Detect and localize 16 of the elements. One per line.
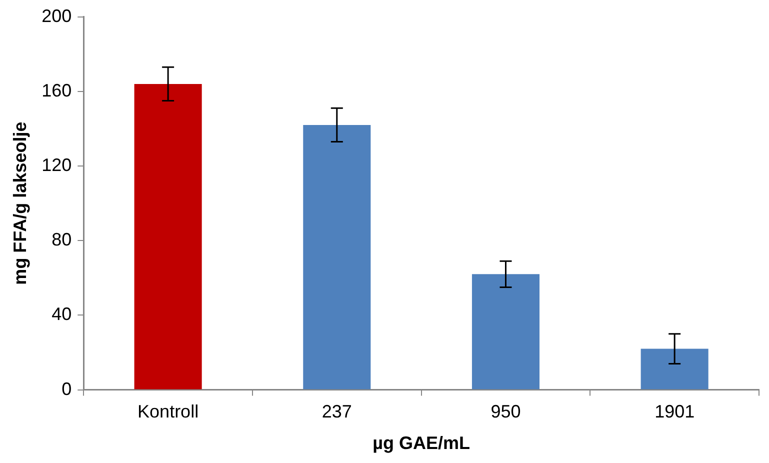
bar	[134, 84, 202, 390]
y-tick-label: 120	[42, 154, 72, 175]
x-tick-label: Kontroll	[138, 402, 199, 422]
x-tick-label: 950	[490, 402, 521, 422]
x-axis-title: µg GAE/mL	[372, 433, 470, 454]
y-tick-label: 160	[42, 80, 72, 100]
y-axis-title: mg FFA/g lakseolje	[10, 122, 30, 285]
x-tick-label: 1901	[654, 402, 695, 422]
x-tick-label: 237	[322, 402, 352, 422]
bar	[640, 348, 708, 390]
y-tick-label: 80	[52, 230, 72, 250]
bar	[303, 124, 371, 390]
y-tick-label: 0	[62, 378, 72, 399]
bar	[472, 274, 540, 390]
y-tick-label: 200	[42, 6, 72, 26]
y-tick-label: 40	[52, 304, 72, 324]
